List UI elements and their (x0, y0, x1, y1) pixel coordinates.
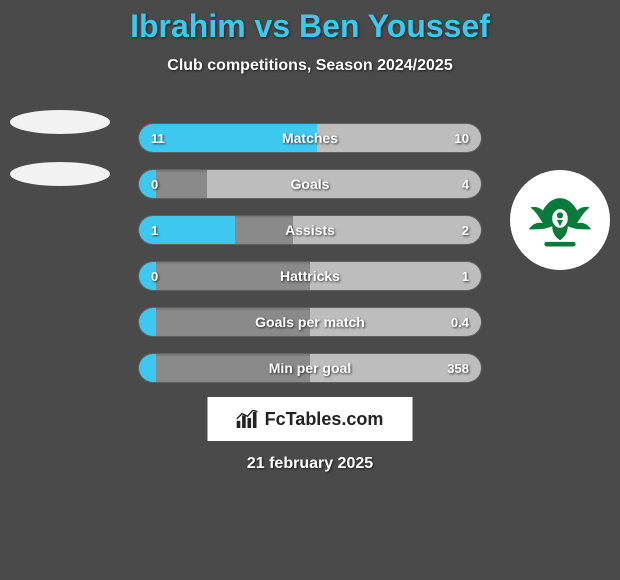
stat-fill-right (293, 216, 481, 244)
avatar-placeholder-ellipse (10, 110, 110, 134)
stat-row: 0.4Goals per match (138, 307, 482, 337)
stat-fill-right (310, 262, 481, 290)
club-logo (510, 170, 610, 270)
stat-fill-right (310, 354, 481, 382)
stat-row: 358Min per goal (138, 353, 482, 383)
stat-fill-left (139, 354, 156, 382)
branding-badge: FcTables.com (208, 397, 413, 441)
eagle-logo-icon (521, 181, 599, 259)
bar-chart-icon (237, 410, 259, 428)
stat-row: 12Assists (138, 215, 482, 245)
stat-row: 01Hattricks (138, 261, 482, 291)
stat-row: 04Goals (138, 169, 482, 199)
stat-fill-right (317, 124, 481, 152)
date-label: 21 february 2025 (0, 455, 620, 473)
stat-fill-left (139, 170, 156, 198)
stat-fill-left (139, 124, 317, 152)
stat-fill-left (139, 216, 235, 244)
stat-fill-left (139, 308, 156, 336)
stat-fill-left (139, 262, 156, 290)
branding-text: FcTables.com (265, 409, 384, 430)
comparison-bars: 1110Matches 04Goals 12Assists 01Hattricks 0.… (138, 123, 482, 399)
player-right-avatar (510, 170, 610, 270)
player-left-avatar (10, 110, 110, 210)
stat-row: 1110Matches (138, 123, 482, 153)
avatar-placeholder-ellipse (10, 162, 110, 186)
stat-fill-right (310, 308, 481, 336)
page-title: Ibrahim vs Ben Youssef (0, 0, 620, 45)
stat-fill-right (207, 170, 481, 198)
subtitle: Club competitions, Season 2024/2025 (0, 57, 620, 75)
